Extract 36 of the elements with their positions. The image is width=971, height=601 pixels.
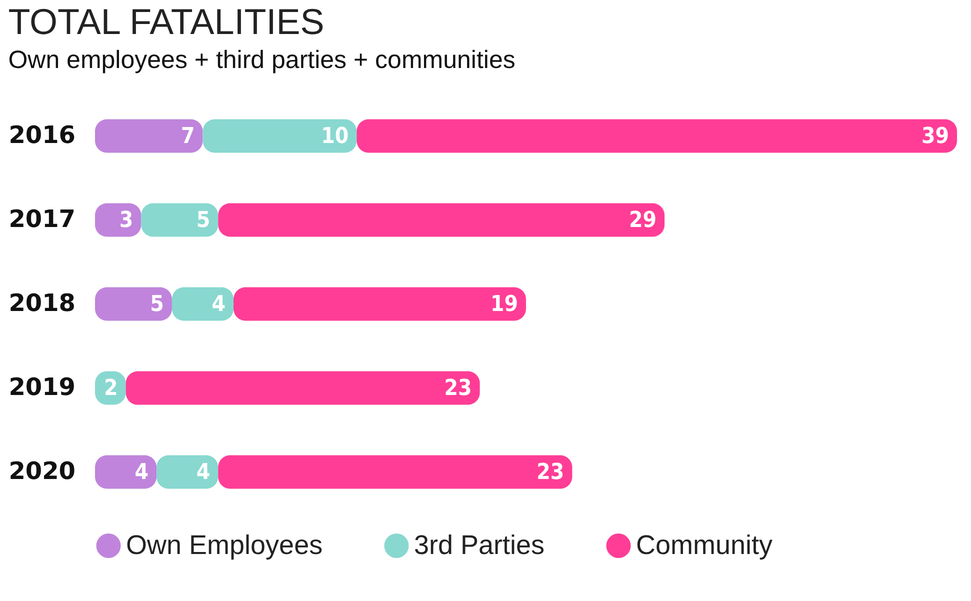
- data-label: 5: [150, 292, 164, 317]
- data-label: 5: [196, 208, 210, 233]
- data-label: 19: [490, 292, 518, 317]
- data-label: 29: [628, 208, 657, 233]
- bar: [218, 203, 665, 237]
- legend-label: 3rd Parties: [414, 530, 545, 560]
- chart-title: TOTAL FATALITIES: [8, 1, 324, 42]
- y-tick-label: 2019: [8, 373, 76, 401]
- y-tick-label: 2017: [8, 205, 76, 233]
- bar: [156, 455, 218, 489]
- bar: [172, 287, 234, 321]
- bar: [95, 455, 157, 489]
- data-label: 10: [321, 124, 349, 149]
- bar: [141, 203, 218, 237]
- bar: [356, 119, 957, 153]
- data-label: 4: [196, 460, 210, 485]
- legend-label: Own Employees: [126, 530, 323, 560]
- bar: [234, 287, 526, 321]
- data-label: 23: [444, 376, 472, 401]
- bar: [202, 119, 357, 153]
- bar: [95, 287, 172, 321]
- bar: [95, 119, 203, 153]
- bar: [218, 455, 572, 489]
- legend-label: Community: [636, 530, 774, 560]
- data-label: 7: [180, 124, 195, 149]
- data-label: 3: [119, 208, 134, 233]
- data-label: 2: [104, 376, 118, 401]
- data-label: 23: [536, 460, 564, 485]
- data-label: 4: [212, 292, 226, 317]
- data-label: 39: [921, 124, 949, 149]
- chart-subtitle: Own employees + third parties + communities: [8, 46, 516, 74]
- data-label: 4: [134, 460, 149, 485]
- bar: [126, 371, 480, 405]
- y-tick-label: 2020: [8, 457, 76, 485]
- y-tick-label: 2016: [8, 121, 76, 149]
- y-tick-label: 2018: [8, 289, 76, 317]
